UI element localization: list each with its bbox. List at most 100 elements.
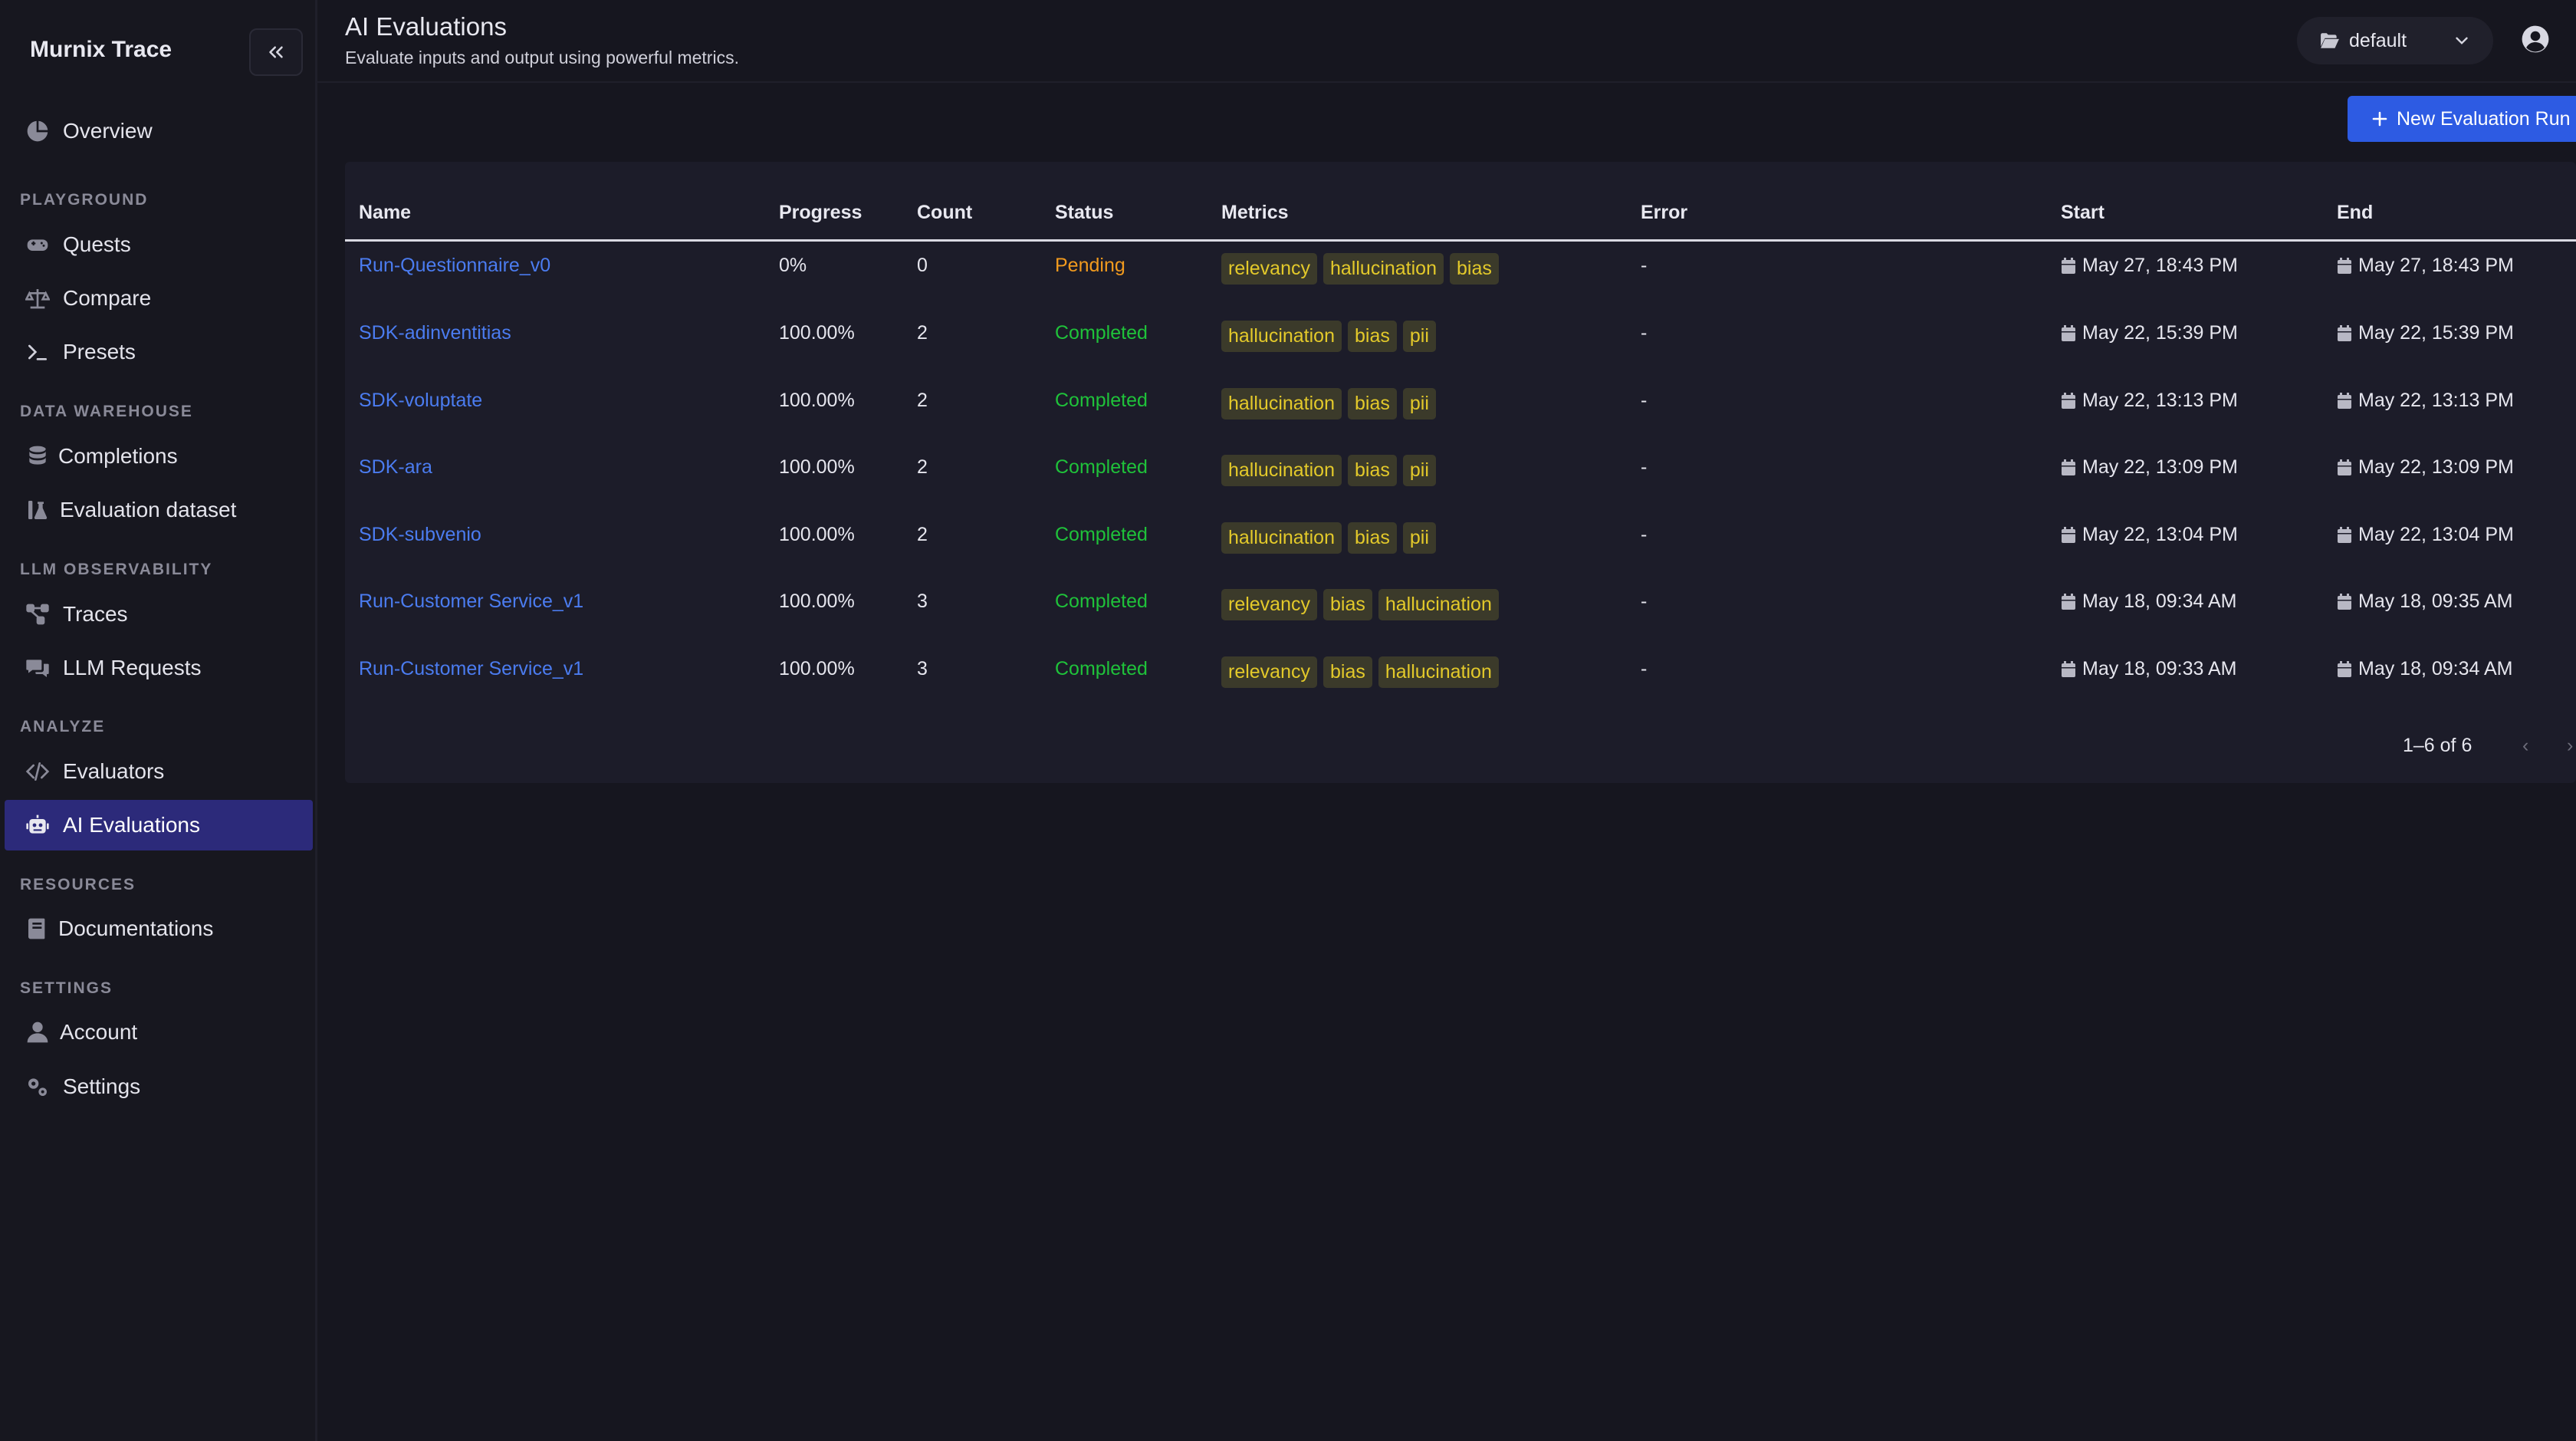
metrics-tags: relevancy bias hallucination <box>1221 589 1499 620</box>
end-date: May 27, 18:43 PM <box>2337 255 2514 277</box>
sidebar-item-overview[interactable]: Overview <box>5 106 313 156</box>
metric-tag: hallucination <box>1378 656 1499 688</box>
metric-tag: bias <box>1450 253 1499 285</box>
end-date-text: May 18, 09:34 AM <box>2358 658 2513 679</box>
calendar-icon <box>2338 459 2351 475</box>
column-header-end[interactable]: End <box>2337 202 2374 223</box>
calendar-icon <box>2338 660 2351 677</box>
sidebar-item-label: AI Evaluations <box>63 813 200 837</box>
scale-icon <box>25 285 51 311</box>
sidebar-item-documentations[interactable]: Documentations <box>5 903 313 954</box>
column-header-start[interactable]: Start <box>2061 202 2104 223</box>
sidebar-item-evaluation-dataset[interactable]: Evaluation dataset <box>5 485 313 535</box>
section-playground: PLAYGROUND <box>20 191 149 209</box>
project-select-value: default <box>2349 29 2407 51</box>
brand-title: Murnix Trace <box>30 37 172 62</box>
sidebar-item-presets[interactable]: Presets <box>5 327 313 377</box>
metric-tag: pii <box>1402 455 1436 486</box>
page-title: AI Evaluations <box>345 12 507 41</box>
end-date-text: May 22, 13:09 PM <box>2358 456 2514 478</box>
start-date-text: May 18, 09:33 AM <box>2082 658 2237 679</box>
sidebar-item-compare[interactable]: Compare <box>5 273 313 324</box>
column-header-status[interactable]: Status <box>1055 202 1114 223</box>
metrics-tags: relevancy bias hallucination <box>1221 656 1499 688</box>
table-header-divider <box>345 239 2576 242</box>
table-row: SDK-ara 100.00% 2 Completed hallucinatio… <box>0 436 2576 504</box>
pagination-next-button[interactable]: › <box>2567 735 2574 756</box>
project-select[interactable]: default <box>2297 17 2493 64</box>
chat-icon <box>25 655 51 681</box>
metric-tag: pii <box>1402 522 1436 554</box>
metric-tag: hallucination <box>1221 455 1342 486</box>
run-name-link[interactable]: Run-Customer Service_v1 <box>359 658 584 679</box>
sidebar-item-ai-evaluations[interactable]: AI Evaluations <box>5 800 313 850</box>
column-header-name[interactable]: Name <box>359 202 412 223</box>
run-name-link[interactable]: SDK-ara <box>359 456 432 478</box>
run-name-link[interactable]: Run-Customer Service_v1 <box>359 591 584 612</box>
end-date: May 22, 15:39 PM <box>2337 322 2514 344</box>
metric-tag: bias <box>1348 321 1397 352</box>
metrics-tags: relevancy hallucination bias <box>1221 253 1499 285</box>
calendar-icon <box>2062 593 2075 610</box>
calendar-icon <box>2062 660 2075 677</box>
sidebar-item-quests[interactable]: Quests <box>5 219 313 270</box>
collapse-sidebar-button[interactable] <box>249 28 303 76</box>
start-date-text: May 22, 13:04 PM <box>2082 524 2238 545</box>
metrics-tags: hallucination bias pii <box>1221 388 1436 419</box>
page-header: AI Evaluations Evaluate inputs and outpu… <box>317 0 2576 83</box>
error-value: - <box>1641 255 1648 276</box>
error-value: - <box>1641 658 1648 679</box>
page-subtitle: Evaluate inputs and output using powerfu… <box>345 48 739 67</box>
metric-tag: hallucination <box>1221 522 1342 554</box>
gamepad-icon <box>25 232 51 258</box>
sidebar-item-evaluators[interactable]: Evaluators <box>5 746 313 797</box>
column-header-progress[interactable]: Progress <box>779 202 863 223</box>
sidebar-item-account[interactable]: Account <box>5 1007 313 1058</box>
sidebar-item-llm-requests[interactable]: LLM Requests <box>5 643 313 693</box>
sidebar-item-traces[interactable]: Traces <box>5 589 313 640</box>
pagination-prev-button[interactable]: ‹ <box>2522 735 2529 756</box>
end-date-text: May 18, 09:35 AM <box>2358 591 2513 612</box>
progress-value: 0% <box>779 255 807 276</box>
section-resources: RESOURCES <box>20 876 136 893</box>
column-header-metrics[interactable]: Metrics <box>1221 202 1289 223</box>
calendar-icon <box>2338 257 2351 274</box>
status-badge: Completed <box>1055 658 1148 679</box>
progress-value: 100.00% <box>779 658 855 679</box>
user-avatar-icon[interactable] <box>2521 25 2550 54</box>
metric-tag: pii <box>1402 321 1436 352</box>
run-name-link[interactable]: Run-Questionnaire_v0 <box>359 255 551 276</box>
start-date: May 22, 13:04 PM <box>2061 524 2238 546</box>
start-date-text: May 22, 15:39 PM <box>2082 322 2238 344</box>
user-icon <box>25 1019 51 1045</box>
progress-value: 100.00% <box>779 322 855 344</box>
pie-chart-icon <box>25 118 51 144</box>
metric-tag: bias <box>1323 589 1372 620</box>
sidebar-item-label: Overview <box>63 119 153 143</box>
metric-tag: hallucination <box>1221 321 1342 352</box>
run-name-link[interactable]: SDK-subvenio <box>359 524 481 545</box>
plus-icon <box>2372 111 2387 127</box>
column-header-error[interactable]: Error <box>1641 202 1688 223</box>
metric-tag: relevancy <box>1221 656 1317 688</box>
sidebar-item-label: LLM Requests <box>63 656 202 679</box>
column-header-count[interactable]: Count <box>917 202 973 223</box>
progress-value: 100.00% <box>779 524 855 545</box>
folder-open-icon <box>2321 33 2339 48</box>
start-date-text: May 22, 13:09 PM <box>2082 456 2238 478</box>
run-name-link[interactable]: SDK-voluptate <box>359 390 483 411</box>
end-date: May 22, 13:13 PM <box>2337 390 2514 412</box>
status-badge: Completed <box>1055 390 1148 411</box>
start-date-text: May 18, 09:34 AM <box>2082 591 2237 612</box>
table-row: Run-Questionnaire_v0 0% 0 Pending releva… <box>0 235 2576 302</box>
metric-tag: hallucination <box>1378 589 1499 620</box>
metric-tag: bias <box>1323 656 1372 688</box>
sidebar-item-label: Presets <box>63 340 136 364</box>
progress-value: 100.00% <box>779 456 855 478</box>
new-evaluation-run-button[interactable]: New Evaluation Run <box>2348 96 2576 142</box>
sidebar-item-completions[interactable]: Completions <box>5 431 313 482</box>
sidebar-item-settings[interactable]: Settings <box>5 1061 313 1112</box>
run-name-link[interactable]: SDK-adinventitias <box>359 322 511 344</box>
status-badge: Pending <box>1055 255 1125 276</box>
chevron-down-icon <box>2456 37 2468 44</box>
